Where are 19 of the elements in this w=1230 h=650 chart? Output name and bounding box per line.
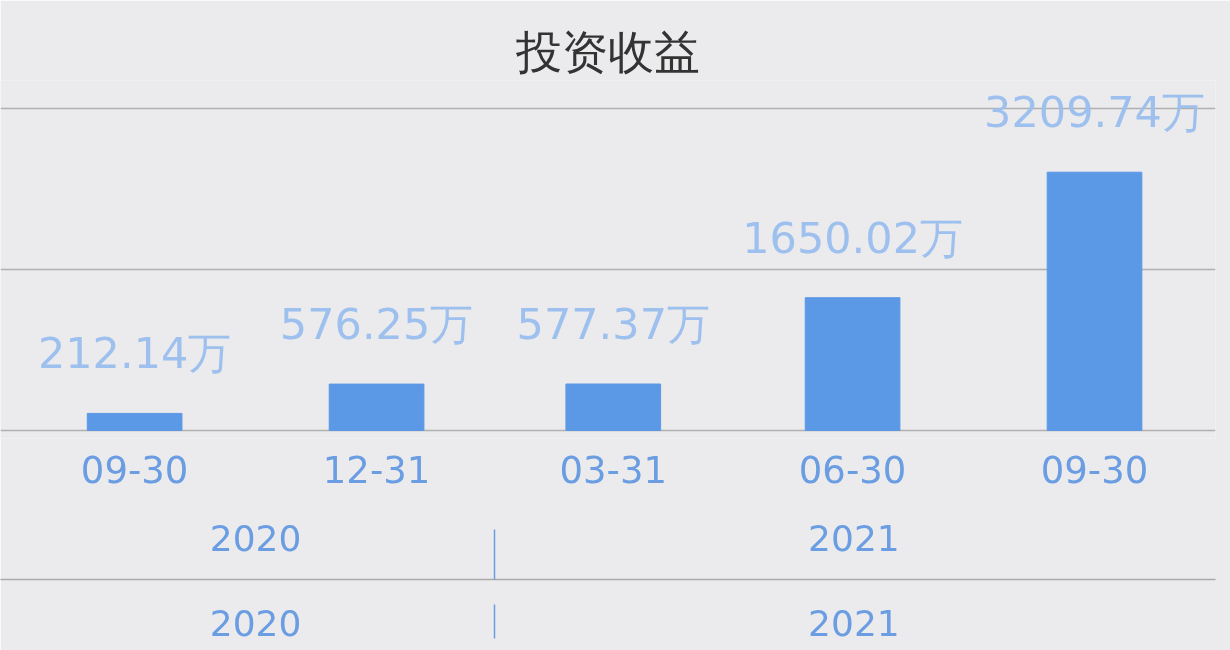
- bar: [86, 412, 183, 431]
- bar: [328, 383, 425, 431]
- bar: [804, 297, 901, 431]
- x-tick-label: 09-30: [1040, 448, 1149, 492]
- x-tick-label: 03-31: [559, 448, 668, 492]
- data-label: 576.25万: [279, 299, 474, 350]
- data-label: 1650.02万: [742, 212, 963, 263]
- text: 2020: [209, 517, 302, 559]
- data-label: 577.37万: [516, 299, 710, 350]
- x-tick-label: 06-30: [798, 448, 907, 492]
- bar: [1046, 171, 1143, 431]
- x-tick-label: 12-31: [322, 448, 431, 492]
- text: 2020: [209, 602, 302, 644]
- chart-title: 投资收益: [515, 24, 700, 79]
- text: 2021: [808, 517, 900, 559]
- bar: [565, 383, 662, 431]
- text: 2021: [808, 602, 900, 644]
- x-tick-label: 09-30: [80, 448, 189, 492]
- data-label: 212.14万: [37, 328, 232, 379]
